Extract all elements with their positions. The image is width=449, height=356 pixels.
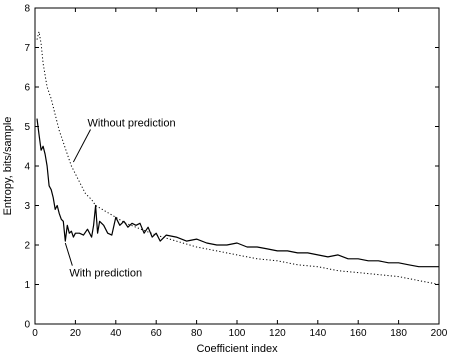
- annotation-layer: Without prediction With prediction: [64, 118, 176, 280]
- y-tick-label: 1: [24, 280, 30, 291]
- x-tick-label: 140: [309, 328, 326, 339]
- annotation-label: Without prediction: [88, 118, 176, 130]
- x-tick-label: 160: [350, 328, 367, 339]
- y-tick-label: 2: [24, 241, 30, 252]
- y-tick-label: 4: [24, 162, 30, 173]
- y-tick-label: 7: [24, 43, 30, 54]
- x-tick-label: 100: [229, 328, 246, 339]
- x-tick-label: 20: [70, 328, 82, 339]
- x-tick-label: 200: [431, 328, 448, 339]
- annotation-label: With prediction: [69, 268, 142, 280]
- y-tick-label: 8: [24, 4, 30, 15]
- x-tick-label: 0: [32, 328, 38, 339]
- y-tick-label: 0: [24, 320, 30, 331]
- series-line-without-prediction: [36, 31, 440, 285]
- x-axis-label: Coefficient index: [196, 343, 278, 355]
- x-tick-label: 40: [110, 328, 122, 339]
- x-ticks: 0 20 40 60 80 100 120 140 160 180 200: [32, 8, 448, 339]
- y-tick-label: 6: [24, 83, 30, 94]
- annotation-pointer: [64, 242, 73, 266]
- plot-frame: [34, 7, 440, 325]
- y-tick-label: 3: [24, 201, 30, 212]
- x-tick-label: 120: [269, 328, 286, 339]
- y-axis-label: Entropy, bits/sample: [2, 117, 14, 216]
- annotation-pointer: [72, 129, 91, 163]
- y-ticks: 0 1 2 3 4 5 6 7 8: [24, 4, 439, 331]
- y-tick-label: 5: [24, 122, 30, 133]
- x-tick-label: 180: [390, 328, 407, 339]
- series-line-with-prediction: [36, 118, 439, 268]
- x-tick-label: 80: [191, 328, 203, 339]
- x-tick-label: 60: [151, 328, 163, 339]
- series-layer: [36, 31, 440, 285]
